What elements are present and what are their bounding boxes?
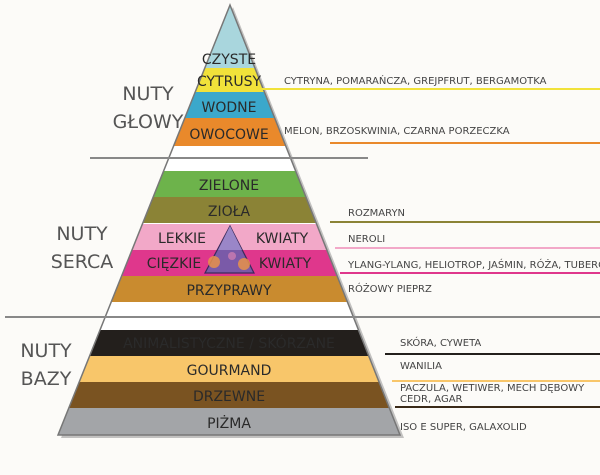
band-label-drzewne: DRZEWNE [193,389,265,405]
band-label-animalistyczne: ANIMALISTYCZNE / SKÓRZANE [123,334,335,352]
band-label-czyste: CZYSTE [202,52,256,68]
band-label-lekkie: LEKKIE [158,231,206,247]
group-label-base-2: BAZY [21,368,72,390]
note-cytrusy: CYTRYNA, POMARAŃCZA, GREJPFRUT, BERGAMOT… [284,74,547,87]
band-label-przyprawy: PRZYPRAWY [186,283,272,299]
band-label-ziola: ZIOŁA [208,204,251,220]
note-pizma: ISO E SUPER, GALAXOLID [400,422,527,433]
band-label-ciezkie-kwiaty: KWIATY [259,256,312,272]
group-label-heart-1: NUTY [56,223,108,245]
band-gourmand [58,356,400,382]
group-label-heart-2: SERCA [51,251,114,273]
note-animalistyczne: SKÓRA, CYWETA [400,336,481,349]
band-drzewne [58,382,400,408]
band-wodne [58,92,400,118]
pyramid-outline [56,2,402,436]
band-label-pizma: PIŻMA [207,414,251,432]
note-lekkie: NEROLI [348,234,385,245]
band-label-wodne: WODNE [202,100,257,116]
note-gourmand: WANILIA [400,361,442,372]
band-label-owocowe: OWOCOWE [189,127,268,143]
note-ziola: ROZMARYN [348,208,405,219]
note-przyprawy: RÓŻOWY PIEPRZ [348,282,432,295]
band-label-gourmand: GOURMAND [187,363,272,379]
band-czyste [58,5,400,68]
group-label-base-1: NUTY [20,340,72,362]
note-owocowe: MELON, BRZOSKWINIA, CZARNA PORZECZKA [284,126,510,137]
group-label-top-2: GŁOWY [113,111,184,133]
group-label-top-1: NUTY [122,83,174,105]
note-drzewne-2: CEDR, AGAR [400,394,463,405]
band-przyprawy [58,276,400,302]
note-drzewne-1: PACZULA, WETIWER, MECH DĘBOWY [400,383,585,394]
band-pizma [58,408,400,435]
band-label-zielone: ZIELONE [199,178,259,194]
flower-emblem-icon [204,224,255,274]
band-label-lekkie-kwiaty: KWIATY [256,231,309,247]
band-ziola [58,197,400,223]
band-animalistyczne [58,330,400,356]
note-ciezkie: YLANG-YLANG, HELIOTROP, JAŚMIN, RÓŻA, TU… [347,258,600,271]
band-label-ciezkie: CIĘZKIE [147,256,202,272]
band-label-cytrusy: CYTRUSY [197,74,261,90]
